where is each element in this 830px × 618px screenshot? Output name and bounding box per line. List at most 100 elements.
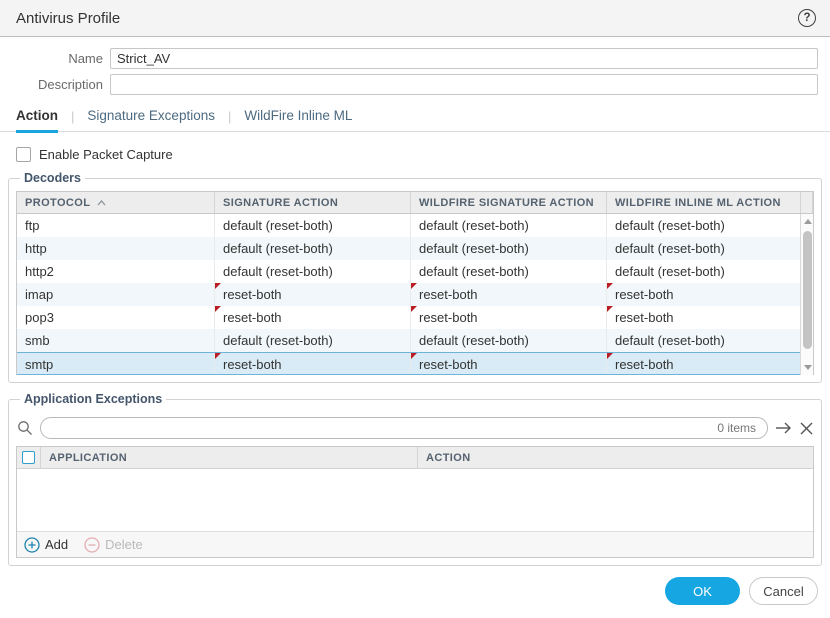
cancel-button[interactable]: Cancel — [749, 577, 818, 605]
table-row[interactable]: imap reset-both reset-both reset-both — [17, 283, 800, 306]
tab-signature-exceptions[interactable]: Signature Exceptions — [87, 108, 215, 123]
wildfire-inline-ml-action-value: default (reset-both) — [615, 241, 725, 256]
signature-action-cell[interactable]: default (reset-both) — [215, 214, 411, 237]
packet-capture-label: Enable Packet Capture — [39, 147, 173, 162]
protocol-cell: smtp — [17, 353, 215, 374]
tab-wildfire-inline-ml[interactable]: WildFire Inline ML — [244, 108, 353, 123]
application-exceptions-table-header: APPLICATION ACTION — [17, 447, 813, 469]
tab-separator: | — [71, 109, 75, 124]
application-exceptions-table-body — [17, 469, 813, 531]
wildfire-signature-action-cell[interactable]: reset-both — [411, 306, 607, 329]
delete-button[interactable]: Delete — [84, 536, 143, 553]
wildfire-inline-ml-action-value: reset-both — [615, 310, 674, 325]
application-exceptions-fieldset: Application Exceptions 0 items APPLICATI… — [8, 392, 822, 566]
wildfire-signature-action-cell[interactable]: default (reset-both) — [411, 214, 607, 237]
column-header-wildfire-signature-action-label: WILDFIRE SIGNATURE ACTION — [419, 196, 594, 209]
protocol-cell: smb — [17, 329, 215, 352]
application-exceptions-table: APPLICATION ACTION Add Delete — [16, 446, 814, 558]
wildfire-inline-ml-action-cell[interactable]: default (reset-both) — [607, 329, 800, 352]
wildfire-inline-ml-action-cell[interactable]: default (reset-both) — [607, 214, 800, 237]
apply-filter-arrow-icon[interactable] — [775, 421, 793, 435]
signature-action-cell[interactable]: reset-both — [215, 283, 411, 306]
scrollbar-thumb[interactable] — [802, 231, 812, 349]
wildfire-inline-ml-action-cell[interactable]: default (reset-both) — [607, 260, 800, 283]
signature-action-cell[interactable]: default (reset-both) — [215, 329, 411, 352]
wildfire-signature-action-cell[interactable]: reset-both — [411, 353, 607, 374]
decoders-fieldset: Decoders PROTOCOL SIGNATURE ACTION WILDF… — [8, 171, 822, 383]
wildfire-signature-action-cell[interactable]: reset-both — [411, 283, 607, 306]
description-input[interactable] — [110, 74, 818, 95]
column-header-signature-action[interactable]: SIGNATURE ACTION — [215, 192, 411, 213]
packet-capture-checkbox[interactable] — [16, 147, 31, 162]
wildfire-inline-ml-action-value: default (reset-both) — [615, 264, 725, 279]
description-row: Description — [0, 74, 818, 95]
packet-capture-row: Enable Packet Capture — [16, 147, 830, 162]
protocol-cell: imap — [17, 283, 215, 306]
select-all-cell — [17, 447, 41, 468]
scrollbar-header-spacer — [800, 192, 813, 213]
name-input[interactable] — [110, 48, 818, 69]
dialog-header: Antivirus Profile ? — [0, 0, 830, 37]
add-button[interactable]: Add — [24, 536, 69, 553]
name-label: Name — [68, 51, 103, 66]
search-icon — [17, 420, 33, 436]
wildfire-signature-action-value: reset-both — [419, 287, 478, 302]
table-row[interactable]: pop3 reset-both reset-both reset-both — [17, 306, 800, 329]
wildfire-inline-ml-action-cell[interactable]: reset-both — [607, 353, 800, 374]
table-row[interactable]: smtp reset-both reset-both reset-both — [17, 352, 800, 375]
ok-button[interactable]: OK — [665, 577, 740, 605]
wildfire-inline-ml-action-cell[interactable]: reset-both — [607, 306, 800, 329]
application-exceptions-legend: Application Exceptions — [24, 392, 163, 406]
decoders-table-body: ftp default (reset-both) default (reset-… — [17, 214, 813, 375]
select-all-checkbox[interactable] — [22, 451, 35, 464]
vertical-scrollbar[interactable] — [800, 214, 813, 375]
plus-circle-icon — [24, 536, 40, 553]
help-icon[interactable]: ? — [798, 9, 816, 27]
wildfire-signature-action-cell[interactable]: default (reset-both) — [411, 260, 607, 283]
column-header-action[interactable]: ACTION — [418, 452, 813, 464]
wildfire-signature-action-cell[interactable]: default (reset-both) — [411, 329, 607, 352]
signature-action-value: reset-both — [223, 310, 282, 325]
name-row: Name — [0, 48, 818, 69]
scrollbar-down-arrow-icon[interactable] — [803, 365, 812, 370]
protocol-cell: http — [17, 237, 215, 260]
decoders-table-header: PROTOCOL SIGNATURE ACTION WILDFIRE SIGNA… — [17, 192, 813, 214]
protocol-cell: ftp — [17, 214, 215, 237]
table-row[interactable]: http default (reset-both) default (reset… — [17, 237, 800, 260]
column-header-wildfire-signature-action[interactable]: WILDFIRE SIGNATURE ACTION — [411, 192, 607, 213]
table-row[interactable]: ftp default (reset-both) default (reset-… — [17, 214, 800, 237]
column-header-protocol[interactable]: PROTOCOL — [17, 192, 215, 213]
column-header-wildfire-inline-ml-action-label: WILDFIRE INLINE ML ACTION — [615, 196, 781, 209]
clear-filter-icon[interactable] — [800, 422, 813, 435]
signature-action-value: reset-both — [223, 287, 282, 302]
signature-action-cell[interactable]: default (reset-both) — [215, 260, 411, 283]
items-count: 0 items — [717, 421, 756, 435]
column-header-signature-action-label: SIGNATURE ACTION — [223, 196, 339, 209]
table-row[interactable]: smb default (reset-both) default (reset-… — [17, 329, 800, 352]
wildfire-signature-action-value: reset-both — [419, 357, 478, 372]
wildfire-inline-ml-action-cell[interactable]: default (reset-both) — [607, 237, 800, 260]
signature-action-cell[interactable]: default (reset-both) — [215, 237, 411, 260]
wildfire-inline-ml-action-cell[interactable]: reset-both — [607, 283, 800, 306]
wildfire-inline-ml-action-value: reset-both — [615, 357, 674, 372]
column-header-application[interactable]: APPLICATION — [41, 447, 418, 468]
signature-action-cell[interactable]: reset-both — [215, 353, 411, 374]
wildfire-signature-action-value: default (reset-both) — [419, 333, 529, 348]
sort-ascending-icon — [97, 199, 106, 205]
decoders-legend: Decoders — [24, 171, 81, 185]
signature-action-value: default (reset-both) — [223, 218, 333, 233]
signature-action-value: default (reset-both) — [223, 333, 333, 348]
signature-action-cell[interactable]: reset-both — [215, 306, 411, 329]
wildfire-inline-ml-action-value: default (reset-both) — [615, 218, 725, 233]
search-input[interactable]: 0 items — [40, 417, 768, 439]
wildfire-signature-action-cell[interactable]: default (reset-both) — [411, 237, 607, 260]
wildfire-inline-ml-action-value: reset-both — [615, 287, 674, 302]
tab-action[interactable]: Action — [16, 108, 58, 133]
delete-button-label: Delete — [105, 537, 143, 552]
table-row[interactable]: http2 default (reset-both) default (rese… — [17, 260, 800, 283]
scrollbar-up-arrow-icon[interactable] — [803, 219, 812, 224]
decoders-table: PROTOCOL SIGNATURE ACTION WILDFIRE SIGNA… — [16, 191, 814, 375]
column-header-wildfire-inline-ml-action[interactable]: WILDFIRE INLINE ML ACTION — [607, 192, 800, 213]
add-button-label: Add — [45, 537, 69, 552]
signature-action-value: default (reset-both) — [223, 264, 333, 279]
